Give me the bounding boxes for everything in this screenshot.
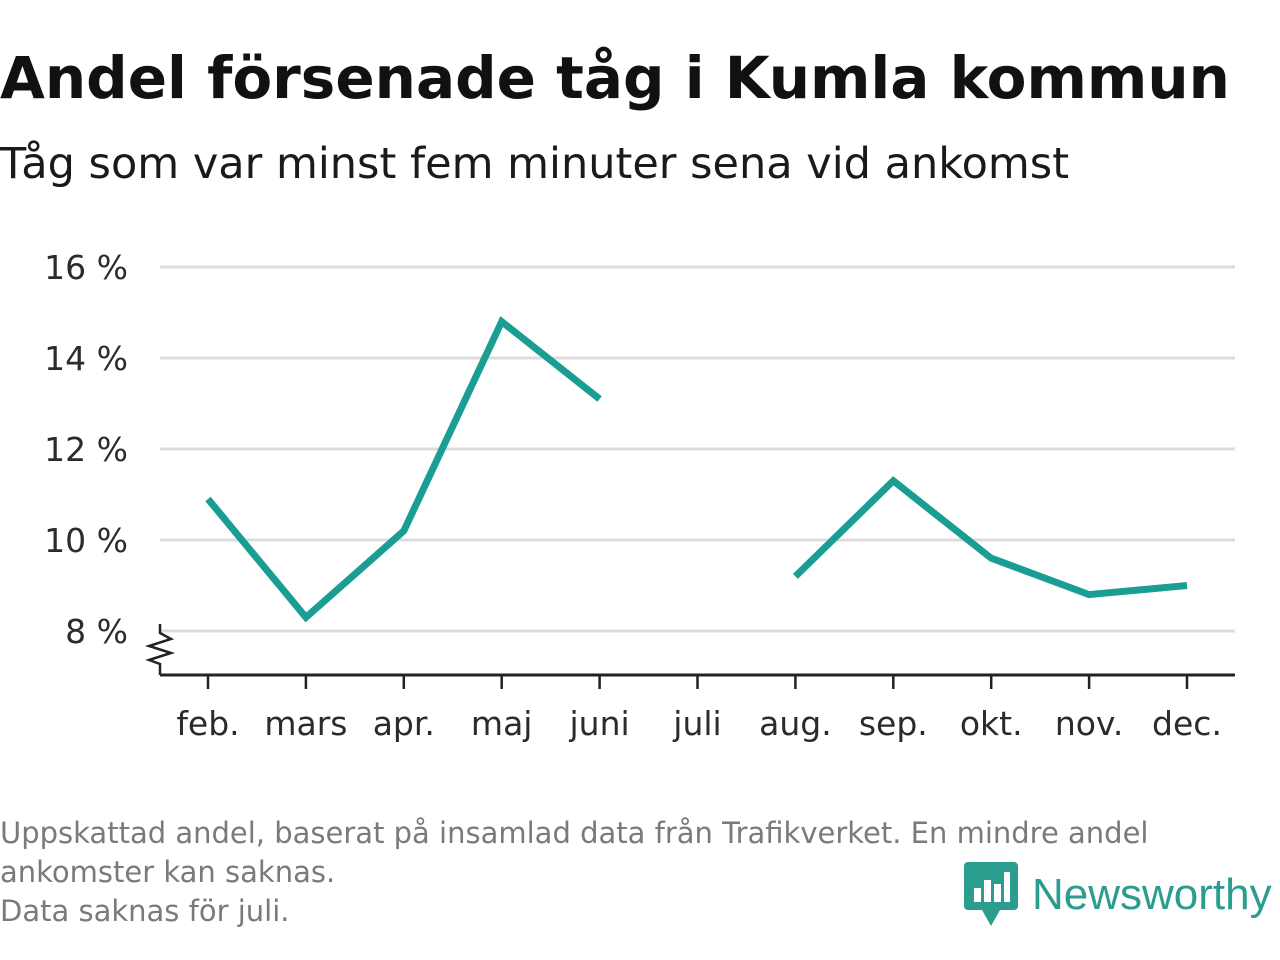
y-tick-label: 14 % xyxy=(44,339,128,378)
x-tick-label: okt. xyxy=(960,704,1023,743)
newsworthy-logo-icon xyxy=(964,862,1018,928)
series-line xyxy=(795,481,1187,595)
x-tick-label: juli xyxy=(672,704,721,743)
x-tick-label: apr. xyxy=(373,704,435,743)
series-line xyxy=(208,322,600,618)
y-axis-ticks: 8 % 10 % 12 % 14 % 16 % xyxy=(44,248,128,651)
y-tick-label: 8 % xyxy=(65,612,128,651)
y-tick-label: 10 % xyxy=(44,521,128,560)
series-lines xyxy=(208,322,1187,618)
brand-name: Newsworthy xyxy=(1032,867,1272,923)
x-tick-label: mars xyxy=(264,704,347,743)
x-tick-label: dec. xyxy=(1152,704,1222,743)
x-axis-ticks: feb. mars apr. maj juni juli aug. sep. okt. nov. d… xyxy=(176,675,1222,743)
y-tick-label: 16 % xyxy=(44,248,128,287)
brand-logo: Newsworthy xyxy=(964,862,1272,928)
x-tick-label: maj xyxy=(471,704,533,743)
x-tick-label: nov. xyxy=(1055,704,1124,743)
x-tick-label: aug. xyxy=(759,704,832,743)
y-tick-label: 12 % xyxy=(44,430,128,469)
footnote-line-1: Uppskattad andel, baserat på insamlad da… xyxy=(0,814,1270,853)
x-tick-label: feb. xyxy=(176,704,239,743)
x-tick-label: juni xyxy=(569,704,630,743)
x-tick-label: sep. xyxy=(859,704,928,743)
line-chart: 8 % 10 % 12 % 14 % 16 % feb. mars apr. maj juni j… xyxy=(0,0,1280,800)
grid-lines xyxy=(160,267,1235,631)
